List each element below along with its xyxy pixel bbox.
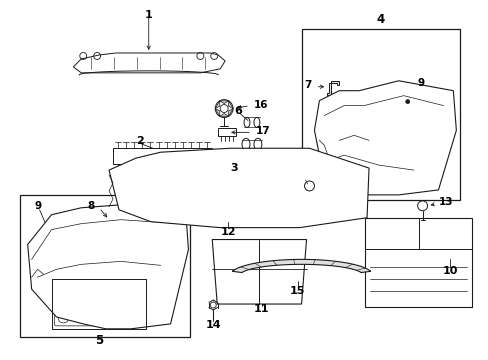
Bar [301,29,459,200]
Text: 12: 12 [220,226,235,237]
Polygon shape [314,81,455,195]
Text: 6: 6 [234,105,242,116]
Polygon shape [219,101,228,104]
Circle shape [405,100,409,104]
Text: 9: 9 [34,201,41,211]
Text: 14: 14 [205,320,221,330]
Polygon shape [212,239,306,304]
Text: 3: 3 [230,163,237,173]
Text: 8: 8 [87,201,95,211]
Polygon shape [228,101,233,109]
Polygon shape [232,260,370,273]
Polygon shape [228,109,233,116]
Text: 5: 5 [95,334,103,347]
Text: 4: 4 [376,13,384,26]
Polygon shape [215,101,220,109]
Polygon shape [28,205,188,329]
Text: 1: 1 [144,10,152,20]
Polygon shape [215,109,220,116]
Bar [113,148,212,164]
Bar [20,195,190,337]
Text: 11: 11 [254,304,269,314]
Bar [218,129,236,136]
Polygon shape [73,53,224,73]
Polygon shape [326,81,339,95]
Polygon shape [365,218,471,307]
Text: 2: 2 [136,136,143,146]
Text: 9: 9 [416,78,423,88]
Polygon shape [219,113,228,116]
Text: 15: 15 [289,286,305,296]
Text: 16: 16 [253,100,268,109]
Polygon shape [109,148,368,228]
Text: 13: 13 [438,197,452,207]
Text: 7: 7 [303,80,310,90]
Text: 17: 17 [255,126,270,136]
Text: 10: 10 [442,266,457,276]
